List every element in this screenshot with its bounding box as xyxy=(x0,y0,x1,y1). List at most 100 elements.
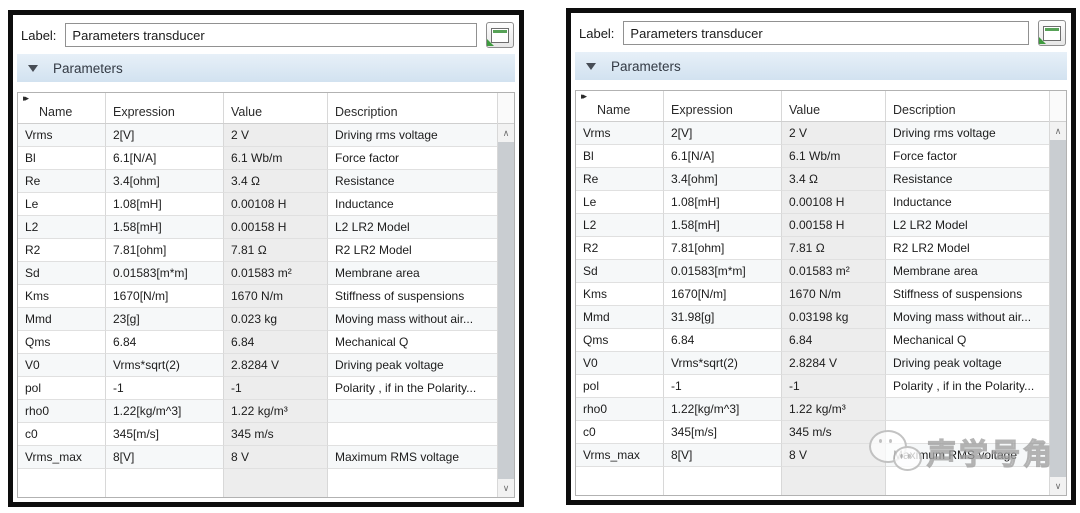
param-name-cell[interactable]: Sd xyxy=(18,262,106,285)
table-row[interactable]: Kms 1670[N/m] 1670 N/m Stiffness of suspens… xyxy=(18,285,497,308)
param-name-cell[interactable]: c0 xyxy=(18,423,106,446)
expand-columns-icon[interactable]: ▸▸ xyxy=(581,91,587,101)
description-cell[interactable]: Resistance xyxy=(886,168,1049,191)
value-cell[interactable]: 0.00108 H xyxy=(782,191,886,214)
table-row[interactable]: Sd 0.01583[m*m] 0.01583 m² Membrane area xyxy=(18,262,497,285)
table-row[interactable]: R2 7.81[ohm] 7.81 Ω R2 LR2 Model xyxy=(18,239,497,262)
expression-cell[interactable]: 8[V] xyxy=(664,444,782,467)
expression-cell[interactable]: 1670[N/m] xyxy=(664,283,782,306)
param-name-cell[interactable]: Le xyxy=(576,191,664,214)
param-name-cell[interactable]: c0 xyxy=(576,421,664,444)
table-row[interactable]: rho0 1.22[kg/m^3] 1.22 kg/m³ xyxy=(18,400,497,423)
description-cell[interactable]: Mechanical Q xyxy=(886,329,1049,352)
param-name-cell[interactable]: pol xyxy=(18,377,106,400)
table-row[interactable]: Re 3.4[ohm] 3.4 Ω Resistance xyxy=(18,170,497,193)
param-name-cell[interactable]: L2 xyxy=(576,214,664,237)
value-cell[interactable]: 6.1 Wb/m xyxy=(224,147,328,170)
param-name-cell[interactable]: Kms xyxy=(576,283,664,306)
empty-table-row[interactable] xyxy=(18,469,497,497)
description-cell[interactable]: Polarity , if in the Polarity... xyxy=(886,375,1049,398)
param-name-cell[interactable]: rho0 xyxy=(18,400,106,423)
table-row[interactable]: c0 345[m/s] 345 m/s xyxy=(576,421,1049,444)
param-name-cell[interactable]: Bl xyxy=(18,147,106,170)
value-cell[interactable]: 0.00108 H xyxy=(224,193,328,216)
expression-cell[interactable]: 3.4[ohm] xyxy=(664,168,782,191)
expression-cell[interactable]: 345[m/s] xyxy=(106,423,224,446)
rename-button[interactable] xyxy=(1038,20,1066,46)
description-cell[interactable]: R2 LR2 Model xyxy=(886,237,1049,260)
value-cell[interactable]: 6.1 Wb/m xyxy=(782,145,886,168)
value-cell[interactable]: 1.22 kg/m³ xyxy=(782,398,886,421)
table-row[interactable]: V0 Vrms*sqrt(2) 2.8284 V Driving peak volta… xyxy=(576,352,1049,375)
expression-cell[interactable]: Vrms*sqrt(2) xyxy=(106,354,224,377)
table-row[interactable]: Le 1.08[mH] 0.00108 H Inductance xyxy=(18,193,497,216)
value-cell[interactable]: 2 V xyxy=(782,122,886,145)
description-cell[interactable]: Force factor xyxy=(328,147,497,170)
param-name-cell[interactable]: Vrms_max xyxy=(576,444,664,467)
expression-cell[interactable]: 1.08[mH] xyxy=(664,191,782,214)
expression-cell[interactable]: 2[V] xyxy=(664,122,782,145)
value-cell[interactable]: 0.01583 m² xyxy=(782,260,886,283)
expression-cell[interactable]: 2[V] xyxy=(106,124,224,147)
scrollbar-thumb[interactable] xyxy=(498,142,514,479)
table-row[interactable]: Mmd 31.98[g] 0.03198 kg Moving mass without… xyxy=(576,306,1049,329)
empty-cell[interactable] xyxy=(106,469,224,497)
expression-cell[interactable]: 1.58[mH] xyxy=(664,214,782,237)
section-header-parameters[interactable]: Parameters xyxy=(575,52,1067,80)
description-cell[interactable]: Driving rms voltage xyxy=(886,122,1049,145)
description-cell[interactable]: Driving peak voltage xyxy=(886,352,1049,375)
value-cell[interactable]: -1 xyxy=(224,377,328,400)
table-row[interactable]: pol -1 -1 Polarity , if in the Polarity... xyxy=(576,375,1049,398)
description-cell[interactable]: Inductance xyxy=(886,191,1049,214)
value-cell[interactable]: -1 xyxy=(782,375,886,398)
empty-cell[interactable] xyxy=(576,467,664,495)
description-cell[interactable]: Inductance xyxy=(328,193,497,216)
value-cell[interactable]: 0.01583 m² xyxy=(224,262,328,285)
scrollbar-thumb[interactable] xyxy=(1050,140,1066,477)
label-input[interactable] xyxy=(623,21,1029,45)
description-cell[interactable]: Driving peak voltage xyxy=(328,354,497,377)
value-cell[interactable]: 8 V xyxy=(224,446,328,469)
empty-cell[interactable] xyxy=(886,467,1049,495)
param-name-cell[interactable]: Bl xyxy=(576,145,664,168)
value-cell[interactable]: 7.81 Ω xyxy=(224,239,328,262)
param-name-cell[interactable]: Sd xyxy=(576,260,664,283)
table-row[interactable]: L2 1.58[mH] 0.00158 H L2 LR2 Model xyxy=(18,216,497,239)
expression-cell[interactable]: 31.98[g] xyxy=(664,306,782,329)
param-name-cell[interactable]: rho0 xyxy=(576,398,664,421)
param-name-cell[interactable]: L2 xyxy=(18,216,106,239)
param-name-cell[interactable]: Vrms_max xyxy=(18,446,106,469)
description-cell[interactable]: Mechanical Q xyxy=(328,331,497,354)
rename-button[interactable] xyxy=(486,22,514,48)
description-cell[interactable]: Driving rms voltage xyxy=(328,124,497,147)
table-row[interactable]: Bl 6.1[N/A] 6.1 Wb/m Force factor xyxy=(576,145,1049,168)
value-cell[interactable]: 2.8284 V xyxy=(782,352,886,375)
table-row[interactable]: Vrms_max 8[V] 8 V Maximum RMS voltage xyxy=(18,446,497,469)
table-row[interactable]: rho0 1.22[kg/m^3] 1.22 kg/m³ xyxy=(576,398,1049,421)
description-cell[interactable]: Maximum RMS voltage xyxy=(886,444,1049,467)
expression-cell[interactable]: 1.22[kg/m^3] xyxy=(664,398,782,421)
empty-cell[interactable] xyxy=(224,469,328,497)
value-cell[interactable]: 6.84 xyxy=(782,329,886,352)
param-name-cell[interactable]: R2 xyxy=(18,239,106,262)
label-input[interactable] xyxy=(65,23,477,47)
table-row[interactable]: R2 7.81[ohm] 7.81 Ω R2 LR2 Model xyxy=(576,237,1049,260)
value-cell[interactable]: 2 V xyxy=(224,124,328,147)
description-cell[interactable]: Membrane area xyxy=(328,262,497,285)
table-row[interactable]: V0 Vrms*sqrt(2) 2.8284 V Driving peak volta… xyxy=(18,354,497,377)
param-name-cell[interactable]: Mmd xyxy=(18,308,106,331)
param-name-cell[interactable]: Vrms xyxy=(576,122,664,145)
expression-cell[interactable]: 1670[N/m] xyxy=(106,285,224,308)
expression-cell[interactable]: 1.22[kg/m^3] xyxy=(106,400,224,423)
chevron-up-icon[interactable]: ∧ xyxy=(1050,122,1066,140)
expression-cell[interactable]: Vrms*sqrt(2) xyxy=(664,352,782,375)
param-name-cell[interactable]: pol xyxy=(576,375,664,398)
table-row[interactable]: Vrms 2[V] 2 V Driving rms voltage xyxy=(576,122,1049,145)
value-cell[interactable]: 6.84 xyxy=(224,331,328,354)
description-cell[interactable]: L2 LR2 Model xyxy=(328,216,497,239)
value-cell[interactable]: 0.00158 H xyxy=(224,216,328,239)
expression-cell[interactable]: 6.1[N/A] xyxy=(664,145,782,168)
empty-table-row[interactable] xyxy=(576,467,1049,495)
table-row[interactable]: Bl 6.1[N/A] 6.1 Wb/m Force factor xyxy=(18,147,497,170)
chevron-up-icon[interactable]: ∧ xyxy=(498,124,514,142)
